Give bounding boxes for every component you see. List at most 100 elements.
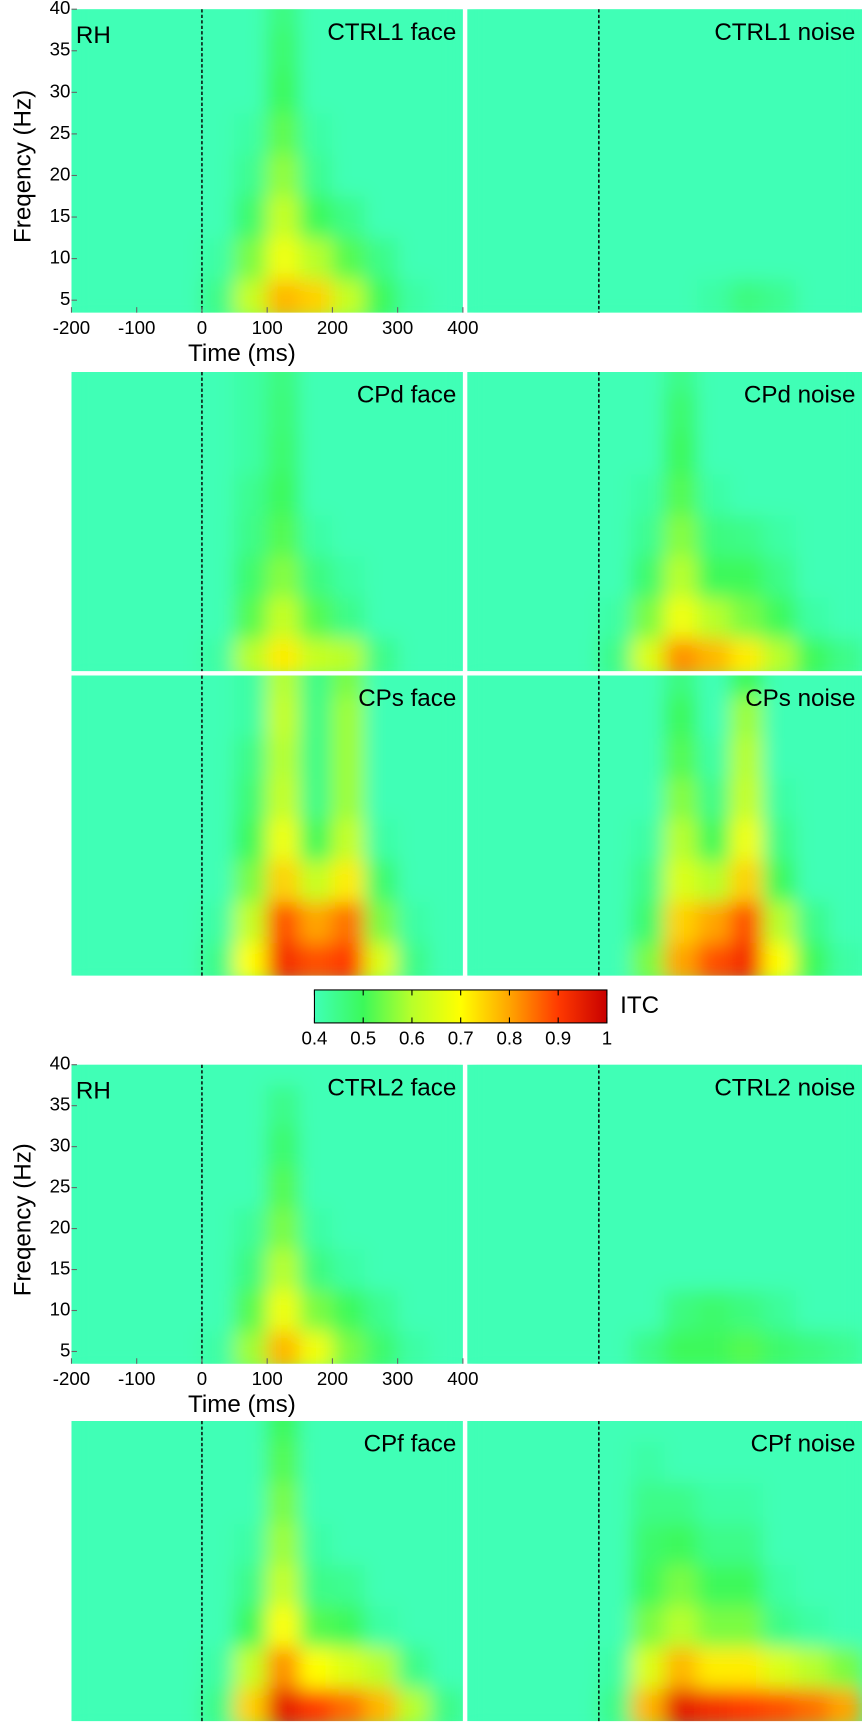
heatmap-cell (762, 555, 797, 598)
heatmap-cell (136, 1440, 170, 1484)
heatmap-cell (795, 942, 830, 976)
heatmap-cell (729, 555, 764, 598)
heatmap-cell (71, 1064, 105, 1086)
heatmap-cell (762, 1482, 797, 1525)
heatmap-cell (532, 1420, 567, 1443)
heatmap-cell (299, 1289, 333, 1332)
heatmap-cell (331, 1166, 366, 1209)
heatmap-cell (532, 1605, 567, 1648)
heatmap-cell (299, 71, 333, 114)
heatmap-cell (331, 1248, 366, 1291)
heatmap-cell (299, 1564, 333, 1607)
heatmap-cell (598, 1064, 633, 1086)
heatmap-cell (828, 278, 862, 313)
heatmap-cell (299, 1330, 333, 1364)
heatmap-cell (429, 1523, 463, 1566)
heatmap-cell (467, 818, 501, 862)
heatmap-cell (201, 695, 236, 738)
heatmap-cell (598, 637, 633, 672)
heatmap-cell (664, 195, 699, 239)
heatmap-cell (364, 1289, 399, 1332)
heatmap-cell (103, 9, 138, 31)
heatmap-cell (532, 1646, 567, 1689)
heatmap-cell (397, 736, 431, 779)
heatmap-cell (532, 901, 567, 944)
heatmap-cell (664, 1248, 699, 1291)
heatmap-cell (71, 596, 105, 639)
heatmap-cell (364, 237, 399, 280)
heatmap-cell (499, 372, 534, 394)
heatmap-cell (598, 1166, 633, 1209)
heatmap-cell (631, 1523, 666, 1566)
heatmap-cell (499, 237, 534, 280)
heatmap-cell (364, 675, 399, 697)
x-tick-label: 300 (382, 317, 413, 338)
heatmap-cell (795, 278, 830, 313)
heatmap-cell (499, 1248, 534, 1291)
heatmap-cell (696, 1289, 731, 1332)
heatmap-cell (631, 1687, 666, 1722)
heatmap-cell (762, 473, 797, 516)
x-axis-label: Time (ms) (188, 1391, 296, 1418)
x-tick-label: 300 (382, 1368, 413, 1389)
heatmap-cell (762, 901, 797, 944)
heatmap-cell (467, 1687, 501, 1722)
heatmap-cell (664, 1687, 699, 1722)
heatmap-cell (397, 154, 431, 197)
heatmap-cell (397, 1420, 431, 1443)
heatmap-cell (103, 901, 138, 944)
heatmap-cell (499, 695, 534, 738)
heatmap-cell (664, 1646, 699, 1689)
heatmap-cell (364, 1440, 399, 1484)
heatmap-cell (234, 1248, 268, 1291)
heatmap-cell (762, 1523, 797, 1566)
heatmap-cell (762, 1166, 797, 1209)
heatmap-cell (168, 1482, 203, 1525)
heatmap-cell (795, 859, 830, 903)
heatmap-cell (429, 818, 463, 862)
heatmap-cell (266, 675, 301, 697)
heatmap-cell (71, 71, 105, 114)
heatmap-cell (168, 473, 203, 516)
heatmap-cell (201, 736, 236, 779)
heatmap-cell (201, 1330, 236, 1364)
heatmap-cell (234, 1289, 268, 1332)
heatmap-cell (266, 859, 301, 903)
heatmap-cell (397, 1248, 431, 1291)
heatmap-cell (234, 859, 268, 903)
heatmap-cell (565, 1420, 600, 1443)
heatmap-cell (828, 555, 862, 598)
heatmap-cell (168, 1084, 203, 1127)
heatmap-cell (762, 237, 797, 280)
heatmap-cell (762, 859, 797, 903)
heatmap-cell (364, 195, 399, 239)
heatmap-cell (364, 1166, 399, 1209)
heatmap-cell (631, 1646, 666, 1689)
heatmap-cell (565, 1207, 600, 1250)
heatmap-cell (299, 637, 333, 672)
heatmap-cell (201, 1084, 236, 1127)
heatmap-cell (467, 1289, 501, 1332)
heatmap-cell (499, 736, 534, 779)
heatmap-cell (364, 818, 399, 862)
heatmap-cell (299, 695, 333, 738)
heatmap-cell (499, 154, 534, 197)
heatmap-cell (103, 1420, 138, 1443)
heatmap-cell (729, 237, 764, 280)
heatmap-cell (696, 942, 731, 976)
heatmap-cell (266, 432, 301, 475)
heatmap-cell (631, 777, 666, 820)
heatmap-cell (598, 1523, 633, 1566)
heatmap-cell (598, 9, 633, 31)
heatmap-cell (664, 237, 699, 280)
heatmap-cell (266, 1330, 301, 1364)
heatmap-cell (136, 1330, 170, 1364)
heatmap-cell (331, 473, 366, 516)
heatmap-cell (565, 9, 600, 31)
heatmap-cell (234, 372, 268, 394)
heatmap-cell (201, 1687, 236, 1722)
heatmap-cell (696, 112, 731, 156)
y-axis-label: Freqency (Hz) (10, 90, 37, 243)
heatmap-cell (762, 432, 797, 475)
